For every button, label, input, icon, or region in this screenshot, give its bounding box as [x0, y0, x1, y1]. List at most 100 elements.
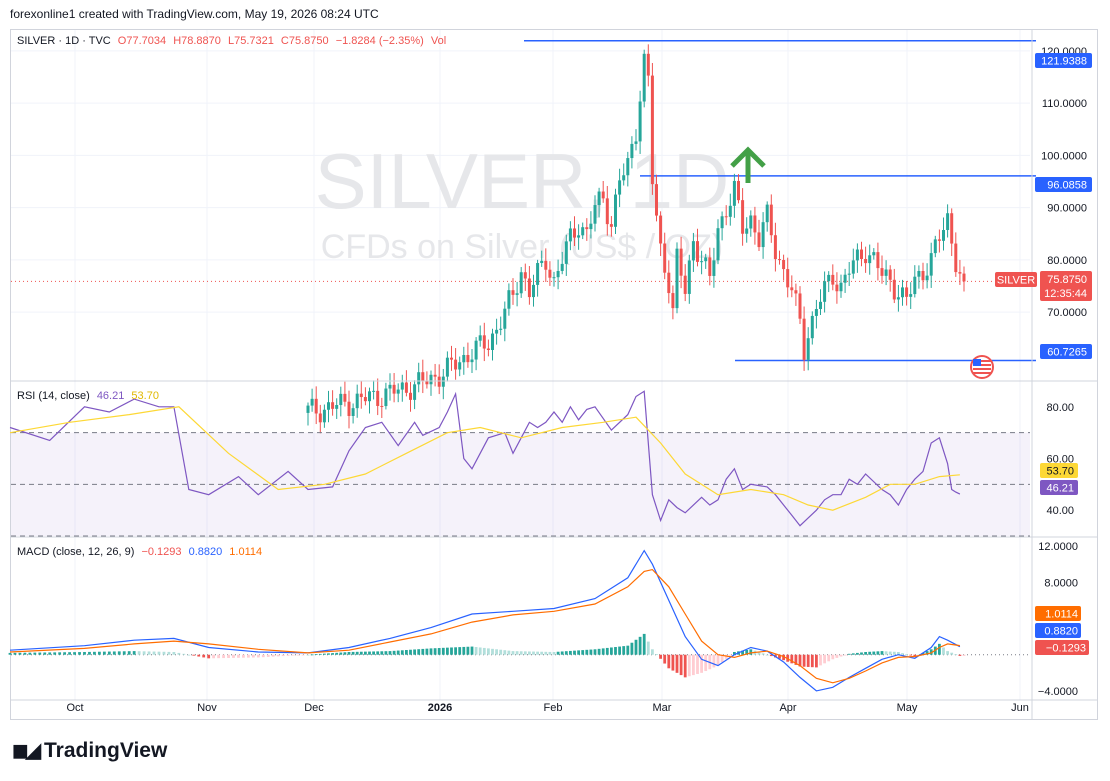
candle-body [962, 273, 966, 282]
macd-title: MACD (close, 12, 26, 9) [17, 546, 135, 558]
macd-histogram-bar [478, 647, 482, 655]
macd-histogram-bar [761, 653, 765, 655]
macd-histogram-bar [577, 650, 580, 655]
price-tick-label: 70.0000 [1047, 307, 1087, 319]
macd-histogram-bar [296, 654, 300, 656]
macd-histogram-bar [187, 654, 191, 656]
candle-body [892, 279, 896, 300]
macd-histogram-bar [43, 652, 47, 655]
candle-body [831, 274, 835, 285]
candle-body [601, 191, 605, 199]
macd-histogram-bar [687, 654, 691, 677]
macd-histogram-bar [749, 649, 753, 655]
macd-tick-label: −4.0000 [1038, 686, 1078, 698]
macd-histogram-bar [569, 650, 572, 655]
candle-body [827, 274, 831, 282]
macd-histogram-bar [794, 654, 798, 665]
candle-body [720, 216, 724, 229]
macd-histogram-bar [122, 651, 126, 655]
macd-histogram-bar [454, 647, 457, 655]
candle-body [429, 374, 433, 385]
candle-body [605, 198, 609, 225]
x-tick-label: Jun [1011, 702, 1029, 714]
candle-body [413, 384, 417, 400]
rsi-tick-label: 40.00 [1046, 505, 1074, 517]
mid-level-label-bg [1035, 177, 1092, 192]
x-tick-label: Apr [779, 702, 796, 714]
price-tick-label: 100.0000 [1041, 150, 1087, 162]
macd-histogram-bar [376, 651, 380, 655]
macd-tick-label: 12.0000 [1038, 541, 1078, 553]
macd-histogram-bar [728, 654, 732, 656]
macd-scale-labels: 1.0114 0.8820 −0.1293 [1035, 606, 1089, 655]
top-level-label-bg [1035, 53, 1092, 68]
macd-histogram-bar [98, 651, 101, 655]
watermark-symbol: SILVER, 1D [315, 137, 730, 225]
candle-body [942, 230, 945, 241]
candle-body [798, 293, 802, 319]
candle-body [388, 384, 392, 389]
candle-body [958, 272, 962, 274]
legend-close: C75.8750 [280, 35, 329, 47]
candle-body [384, 388, 388, 407]
candle-body [954, 243, 958, 273]
candle-body [335, 405, 339, 409]
macd-histogram-bar [897, 652, 900, 655]
tradingview-brand[interactable]: ◼◢ TradingView [12, 738, 167, 763]
macd-histogram-bar [938, 643, 941, 655]
macd-histogram-bar [495, 649, 498, 655]
macd-histogram-bar [769, 654, 773, 657]
macd-histogram-bar [659, 654, 662, 659]
candle-body [331, 402, 335, 409]
macd-histogram-bar [532, 651, 535, 655]
candle-body [905, 287, 909, 297]
macd-histogram-bar [614, 647, 617, 655]
macd-histogram-bar [929, 649, 933, 655]
macd-histogram-bar [942, 647, 945, 655]
x-tick-label: May [897, 702, 918, 714]
macd-histogram-bar [127, 651, 131, 655]
candle-body [659, 215, 663, 244]
macd-histogram-bar [782, 654, 785, 661]
candle-body [925, 275, 929, 281]
macd-histogram-bar [177, 652, 181, 655]
candle-body [351, 408, 355, 416]
candle-body [548, 269, 552, 278]
candle-body [478, 335, 482, 341]
macd-histogram-bar [860, 652, 863, 655]
candle-body [462, 354, 466, 363]
macd-histogram-bar [182, 653, 186, 655]
macd-histogram-bar [835, 654, 839, 658]
candle-body [909, 294, 913, 297]
us-flag-icon[interactable] [970, 355, 994, 379]
macd-histogram-bar [474, 647, 478, 655]
macd-histogram-bar [256, 654, 260, 658]
macd-histogram-bar [318, 653, 322, 655]
candle-body [778, 259, 781, 261]
candle-body [392, 384, 396, 394]
macd-histogram-bar [232, 654, 235, 658]
candle-body [573, 228, 576, 238]
macd-histogram-bar [388, 651, 392, 655]
low-level-label: 60.7265 [1047, 347, 1087, 359]
macd-histogram-bar [679, 654, 683, 676]
macd-tick-label: 8.0000 [1044, 577, 1078, 589]
low-level-label-bg [1040, 344, 1092, 359]
macd-histogram-bar [630, 642, 634, 655]
macd-legend: MACD (close, 12, 26, 9) −0.1293 0.8820 1… [17, 546, 266, 558]
candle-body [642, 53, 646, 102]
candle-body [921, 270, 925, 281]
candle-body [679, 248, 683, 276]
x-tick-label: Mar [653, 702, 672, 714]
macd-histogram-bar [58, 652, 62, 655]
macd-histogram-bar [13, 652, 17, 655]
hist-value-label-bg [1035, 640, 1089, 655]
candle-body [368, 391, 371, 402]
macd-histogram-bar [217, 654, 220, 659]
candle-body [511, 290, 515, 295]
candle-body [860, 249, 863, 259]
macd-histogram-bar [712, 654, 716, 668]
macd-histogram-bar [901, 653, 904, 655]
candle-body [835, 284, 839, 292]
